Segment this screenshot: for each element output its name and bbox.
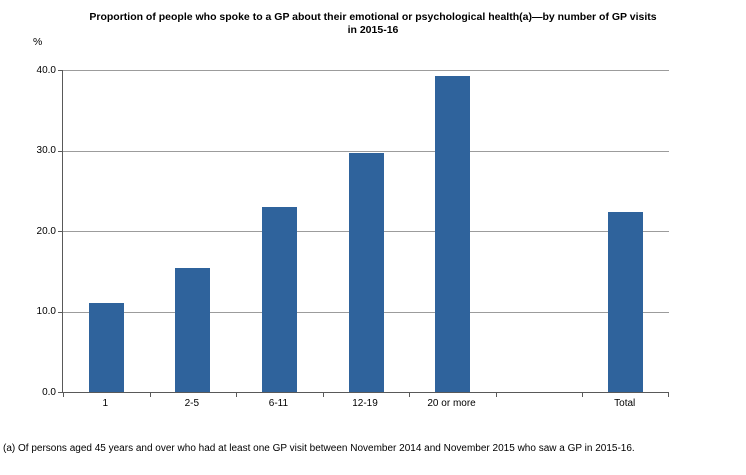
- x-axis-tick: [495, 393, 497, 397]
- y-axis-unit-label: %: [33, 36, 43, 48]
- x-axis-category-label: 12-19: [352, 398, 378, 409]
- bar: [88, 303, 124, 392]
- y-axis-tick-label: 10.0: [36, 306, 56, 317]
- x-axis-tick: [149, 393, 151, 397]
- y-axis-tick: [58, 150, 62, 152]
- chart-title: Proportion of people who spoke to a GP a…: [0, 11, 746, 37]
- chart-title-line1: Proportion of people who spoke to a GP a…: [89, 11, 657, 23]
- x-axis-category-label: 1: [102, 398, 109, 409]
- gridline-30: [63, 150, 669, 152]
- bar: [348, 153, 384, 392]
- plot-area: [58, 70, 669, 397]
- x-axis-category-label: 6-11: [268, 398, 289, 409]
- y-axis-tick-label: 30.0: [36, 145, 56, 156]
- y-axis-tick-label: 0.0: [42, 386, 56, 398]
- x-axis-tick: [409, 393, 411, 397]
- x-axis-tick: [668, 393, 669, 397]
- chart-title-line2: in 2015-16: [347, 23, 399, 36]
- x-axis-category-label: 20 or more: [427, 398, 476, 409]
- x-axis-tick: [582, 393, 584, 397]
- y-axis-tick: [58, 231, 62, 232]
- y-axis-tick-label: 40.0: [36, 64, 56, 76]
- x-axis-category-label: Total: [614, 398, 636, 409]
- x-axis-tick: [322, 393, 324, 397]
- y-axis-tick: [58, 70, 62, 71]
- y-axis-tick-label: 20.0: [36, 225, 56, 237]
- x-axis-category-label: 2-5: [184, 398, 200, 409]
- chart-footnote: (a) Of persons aged 45 years and over wh…: [3, 443, 635, 454]
- bar: [175, 268, 211, 392]
- gridline-40: [63, 70, 669, 71]
- bar: [608, 212, 644, 392]
- x-axis-tick: [63, 393, 64, 397]
- bar: [261, 207, 297, 392]
- y-axis-tick: [58, 311, 62, 313]
- y-axis-tick: [58, 392, 62, 393]
- bar: [435, 76, 471, 392]
- x-axis-tick: [236, 393, 238, 397]
